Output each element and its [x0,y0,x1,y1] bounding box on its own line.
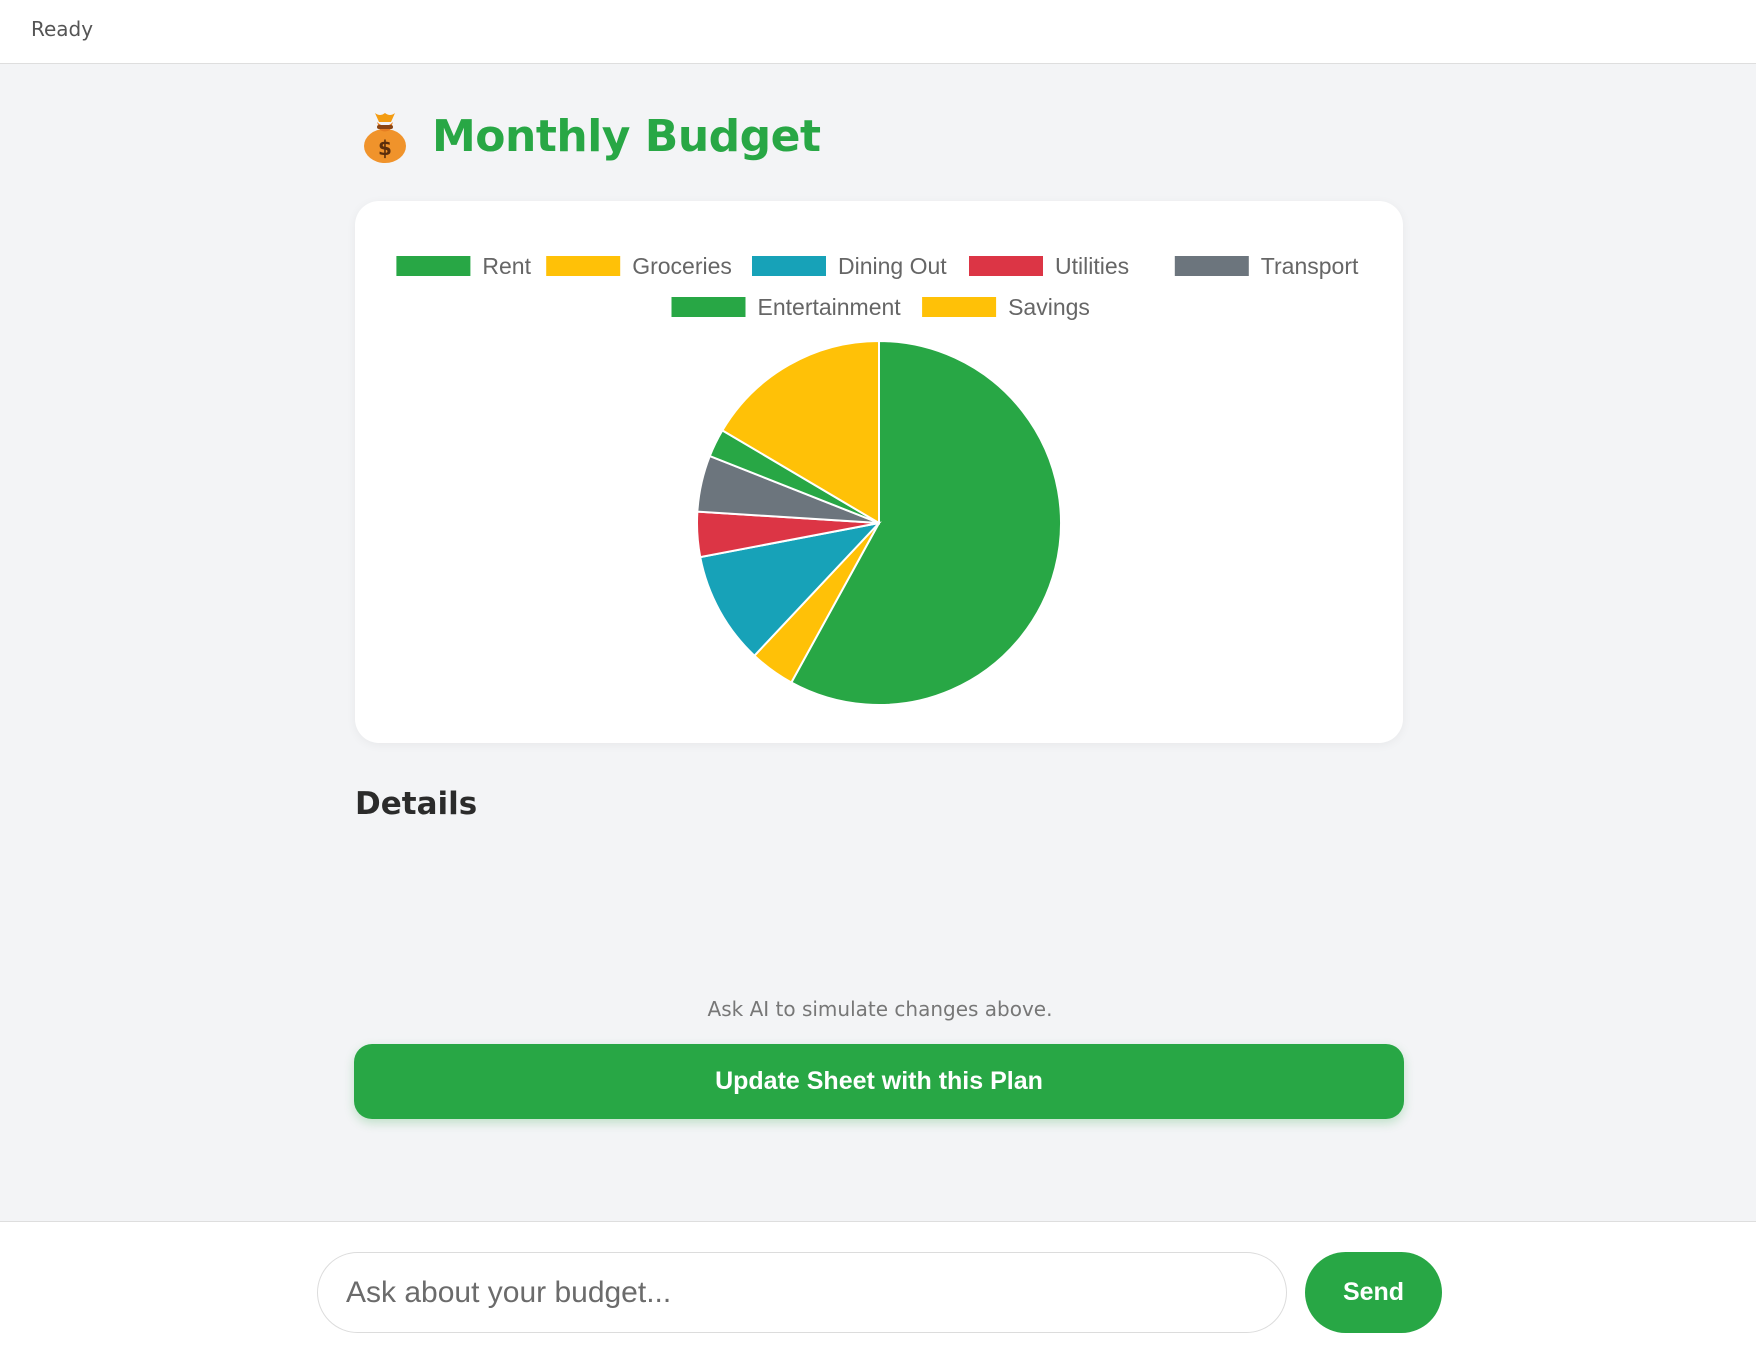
legend-label-groceries: Groceries [632,253,732,279]
send-button[interactable]: Send [1305,1252,1442,1333]
update-sheet-button[interactable]: Update Sheet with this Plan [354,1044,1404,1119]
legend-swatch-groceries [546,256,621,276]
legend-item-savings[interactable]: Savings [922,294,1090,320]
money-bag-icon: $ [360,108,410,164]
legend-item-groceries[interactable]: Groceries [546,253,732,279]
pie-slice-rent[interactable] [789,339,1062,706]
legend-item-entertainment[interactable]: Entertainment [671,294,902,320]
legend-swatch-savings [922,297,997,317]
legend-swatch-rent [396,256,471,276]
legend-item-utilities[interactable]: Utilities [969,253,1129,279]
legend-label-rent: Rent [482,253,531,279]
legend-item-transport[interactable]: Transport [1174,253,1359,279]
pie-slice-savings[interactable] [720,339,880,525]
legend-swatch-utilities [969,256,1043,276]
legend-label-utilities: Utilities [1055,253,1129,279]
hint-text: Ask AI to simulate changes above. [707,997,1053,1021]
status-text: Ready [31,17,94,41]
svg-text:$: $ [378,136,392,160]
chat-bar: Send [0,1221,1756,1351]
legend-swatch-dining-out [752,256,826,276]
page-title: Monthly Budget [432,110,821,162]
legend-label-dining-out: Dining Out [838,253,947,279]
legend-swatch-transport [1174,256,1249,276]
pie-slice-dining-out[interactable] [699,521,882,658]
legend-item-dining-out[interactable]: Dining Out [752,253,947,279]
legend-swatch-entertainment [671,297,746,317]
status-bar: Ready [0,0,1756,64]
legend-label-transport: Transport [1261,253,1359,279]
page-header: $ Monthly Budget [360,104,821,168]
budget-pie-chart: Rent Groceries Dining Out Utilities Transpor… [396,253,1359,706]
legend-item-rent[interactable]: Rent [396,253,532,279]
chart-card: Rent Groceries Dining Out Utilities Transpor… [355,201,1403,743]
details-heading: Details [355,786,478,822]
legend-label-savings: Savings [1008,294,1090,320]
legend-label-entertainment: Entertainment [758,294,902,320]
chat-input[interactable] [317,1252,1287,1333]
